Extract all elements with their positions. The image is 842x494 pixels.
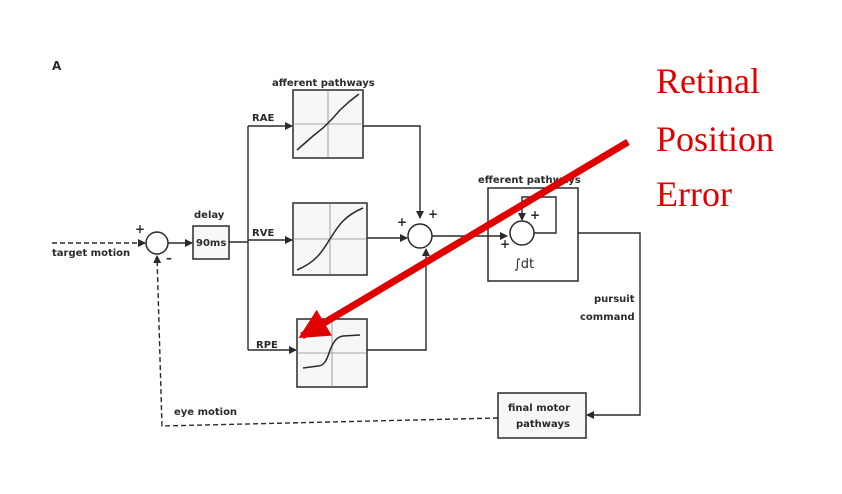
sum-plus-left: + (397, 215, 407, 229)
integrator-plus-top: + (530, 208, 540, 222)
input-summing-junction (145, 231, 169, 255)
rae-curve (296, 93, 360, 151)
panel-label: A (52, 59, 62, 73)
target-motion-label: target motion (52, 248, 130, 259)
eye-motion-label: eye motion (174, 407, 237, 418)
efferent-title: efferent pathways (478, 175, 581, 186)
afferent-summing-junction (407, 223, 433, 249)
annotation-line-1: Retinal (656, 61, 760, 101)
efferent-block (487, 187, 579, 282)
annotation-line-2: Position (656, 119, 774, 159)
rve-curve (296, 207, 364, 271)
annotation-arrow (298, 138, 630, 340)
pursuit-label-1: pursuit (594, 294, 635, 305)
rae-label: RAE (252, 113, 274, 124)
pursuit-label-2: command (580, 312, 635, 323)
rpe-label: RPE (256, 340, 278, 351)
integrator-label: ∫dt (514, 257, 534, 272)
input-plus-sign: + (135, 222, 145, 236)
final-motor-label-1: final motor (508, 403, 570, 414)
rae-output-line (363, 125, 424, 219)
delay-title: delay (194, 210, 225, 221)
integrator-summing-junction (509, 220, 535, 246)
final-motor-block (497, 392, 587, 439)
rpe-curve (302, 334, 361, 369)
pursuit-command-line (578, 232, 641, 419)
input-minus-sign: – (166, 251, 172, 265)
sum-plus-top: + (428, 207, 438, 221)
rve-label: RVE (252, 228, 274, 239)
final-motor-label-2: pathways (516, 419, 570, 430)
rpe-output-line (367, 248, 430, 351)
eye-motion-feedback-line (153, 255, 499, 427)
annotation-line-3: Error (656, 174, 732, 214)
integrator-plus-left: + (500, 237, 510, 251)
delay-value: 90ms (196, 238, 226, 249)
afferent-title: afferent pathways (272, 78, 375, 89)
